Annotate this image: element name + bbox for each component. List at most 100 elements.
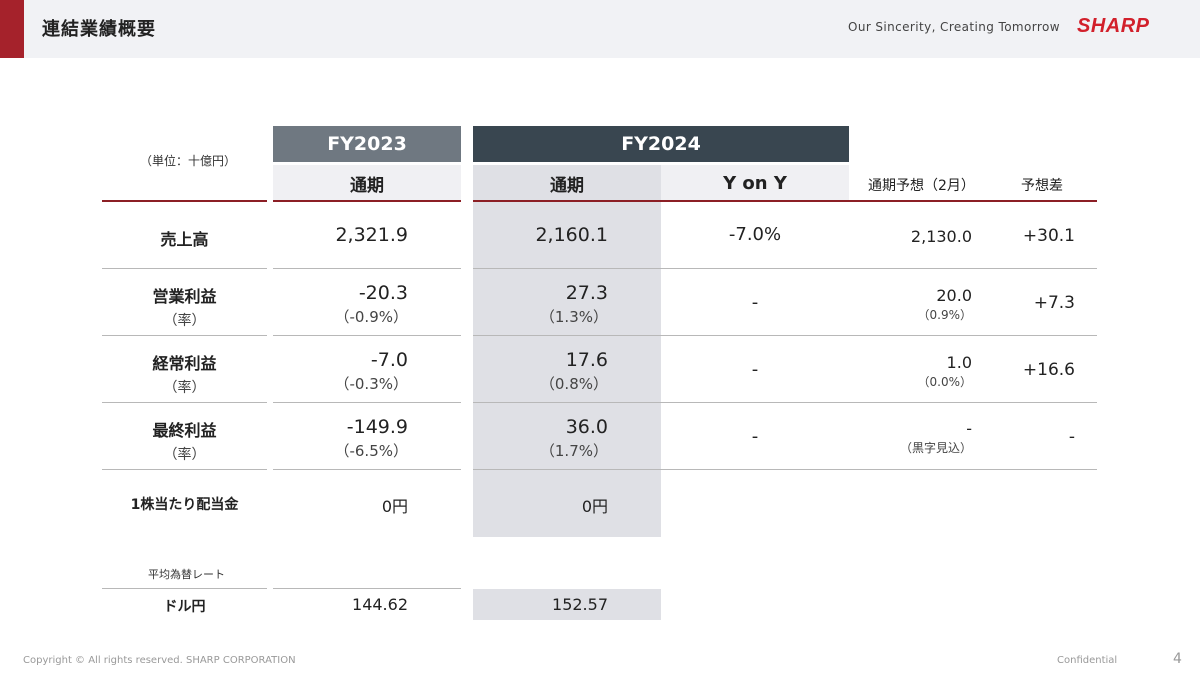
yoy-net-profit: - [661, 426, 849, 447]
diff-ordinary-profit: +16.6 [990, 360, 1075, 380]
row-divider [273, 469, 461, 470]
fy2024-usd-jpy: 152.57 [473, 595, 608, 614]
fy2023-header: FY2023 [273, 126, 461, 162]
row-divider [102, 469, 267, 470]
value: - [966, 419, 972, 438]
copyright-notice: Copyright © All rights reserved. SHARP C… [23, 655, 296, 666]
forecast-operating-profit: 20.0 （0.9%） [860, 286, 973, 323]
value: +16.6 [1022, 360, 1075, 380]
row-label-dividend: 1株当たり配当金 [102, 494, 267, 514]
value: 36.0 [565, 416, 608, 438]
fy2024-dividend: 0円 [473, 493, 608, 517]
fy2024-net-profit: 36.0 （1.7%） [473, 416, 608, 461]
value: -7.0 [370, 349, 408, 371]
fy2024-operating-profit: 27.3 （1.3%） [473, 282, 608, 327]
header-divider [473, 200, 1097, 202]
rate: （-0.3%） [334, 375, 408, 393]
header-accent-bar [0, 0, 24, 58]
row-label-text: ドル円 [163, 599, 206, 615]
row-divider [102, 268, 267, 269]
forecast-header: 通期予想（2月） [868, 178, 975, 194]
value: - [751, 359, 759, 380]
value: 1.0 [946, 353, 972, 372]
value: +30.1 [1022, 226, 1075, 246]
confidential-label: Confidential [1057, 655, 1118, 666]
diff-operating-profit: +7.3 [990, 293, 1075, 313]
forecast-net-profit: - （黒字見込） [860, 419, 972, 456]
row-label-text: 営業利益 [152, 287, 217, 306]
row-label-text: 最終利益 [152, 421, 217, 440]
fy2023-sales: 2,321.9 [273, 224, 408, 246]
row-divider [473, 335, 1097, 336]
value: -149.9 [346, 416, 408, 438]
value: 17.6 [565, 349, 608, 371]
fy2023-ordinary-profit: -7.0 （-0.3%） [273, 349, 408, 394]
row-divider [273, 335, 461, 336]
rate: （0.9%） [917, 308, 973, 322]
fy2024-ordinary-profit: 17.6 （0.8%） [473, 349, 608, 394]
fy2023-net-profit: -149.9 （-6.5%） [273, 416, 408, 461]
page-number: 4 [1173, 651, 1182, 667]
value: +7.3 [1033, 293, 1075, 313]
fy2024-fx-shade [473, 589, 661, 620]
value: 144.62 [352, 595, 408, 614]
fy2024-column-shade [473, 165, 661, 537]
row-label-ordinary-profit: 経常利益 （率） [102, 350, 267, 397]
row-label-rate: （率） [163, 313, 206, 329]
unit-label: （単位：十億円） [140, 154, 237, 168]
yoy-header: Y on Y [661, 165, 849, 201]
header-divider [273, 200, 461, 202]
value: - [1068, 427, 1075, 447]
row-divider [473, 469, 1097, 470]
row-divider [473, 402, 1097, 403]
value: 2,321.9 [335, 224, 408, 246]
header-divider [102, 200, 267, 202]
fy2023-usd-jpy: 144.62 [273, 595, 408, 614]
value: 2,160.1 [535, 224, 608, 246]
yoy-sales: -7.0% [661, 224, 849, 245]
row-label-operating-profit: 営業利益 （率） [102, 283, 267, 330]
row-divider [102, 335, 267, 336]
value: 27.3 [565, 282, 608, 304]
row-label-net-profit: 最終利益 （率） [102, 417, 267, 464]
row-divider [273, 402, 461, 403]
fy2023-dividend: 0円 [273, 493, 408, 517]
rate: （1.7%） [539, 442, 608, 460]
fy2023-operating-profit: -20.3 （-0.9%） [273, 282, 408, 327]
fy2023-full-year-header: 通期 [273, 165, 461, 201]
diff-sales: +30.1 [990, 226, 1075, 246]
forecast-ordinary-profit: 1.0 （0.0%） [860, 353, 973, 390]
diff-net-profit: - [990, 427, 1075, 447]
sharp-logo: SHARP [1077, 15, 1150, 37]
row-divider [273, 588, 461, 589]
value: - [751, 426, 759, 447]
row-divider [102, 402, 267, 403]
forecast-sales: 2,130.0 [860, 227, 972, 246]
rate: （0.8%） [539, 375, 608, 393]
row-label-rate: （率） [163, 380, 206, 396]
row-divider [102, 588, 267, 589]
value: -20.3 [358, 282, 408, 304]
rate: （0.0%） [917, 375, 973, 389]
value: 0円 [381, 497, 408, 516]
rate: （黒字見込） [899, 441, 972, 455]
yoy-ordinary-profit: - [661, 359, 849, 380]
rate: （-6.5%） [334, 442, 408, 460]
rate: （1.3%） [539, 308, 608, 326]
corporate-tagline: Our Sincerity, Creating Tomorrow [848, 20, 1060, 34]
row-label-rate: （率） [163, 447, 206, 463]
rate: （-0.9%） [334, 308, 408, 326]
fy2024-full-year-header: 通期 [550, 175, 584, 196]
row-label-text: 1株当たり配当金 [130, 497, 239, 513]
row-label-text: 経常利益 [152, 354, 217, 373]
forecast-diff-header: 予想差 [1021, 178, 1063, 194]
value: 152.57 [552, 595, 608, 614]
value: 2,130.0 [910, 227, 972, 246]
row-label-text: 売上高 [160, 230, 209, 249]
slide-title: 連結業績概要 [42, 19, 156, 40]
row-divider [273, 268, 461, 269]
row-label-sales: 売上高 [102, 226, 267, 250]
value: - [751, 292, 759, 313]
fx-rate-label: 平均為替レート [148, 568, 225, 581]
value: 20.0 [936, 286, 972, 305]
